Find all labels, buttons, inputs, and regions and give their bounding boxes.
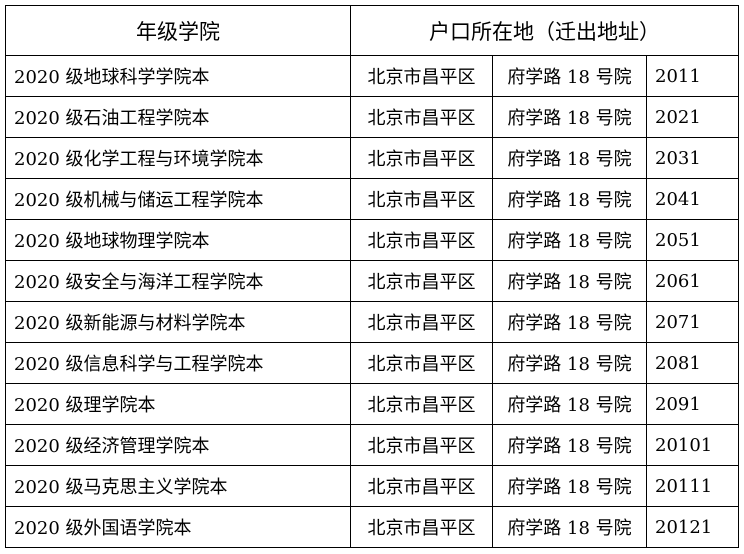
cell-district: 北京市昌平区 (350, 342, 493, 384)
cell-college: 2020 级化学工程与环境学院本 (5, 137, 351, 179)
table-row: 2020 级地球物理学院本 北京市昌平区 府学路 18 号院 2051 (5, 219, 740, 261)
cell-code: 2011 (645, 55, 740, 97)
cell-code: 2091 (645, 383, 740, 425)
table-row: 2020 级化学工程与环境学院本 北京市昌平区 府学路 18 号院 2031 (5, 137, 740, 179)
cell-street: 府学路 18 号院 (492, 465, 647, 507)
cell-college: 2020 级外国语学院本 (5, 506, 351, 548)
cell-district: 北京市昌平区 (350, 178, 493, 220)
cell-code: 2061 (645, 260, 740, 302)
cell-college: 2020 级信息科学与工程学院本 (5, 342, 351, 384)
table-row: 2020 级石油工程学院本 北京市昌平区 府学路 18 号院 2021 (5, 96, 740, 138)
cell-code: 20121 (645, 506, 740, 548)
cell-college: 2020 级地球物理学院本 (5, 219, 351, 261)
cell-street: 府学路 18 号院 (492, 342, 647, 384)
cell-code: 2021 (645, 96, 740, 138)
cell-district: 北京市昌平区 (350, 383, 493, 425)
cell-college: 2020 级马克思主义学院本 (5, 465, 351, 507)
cell-college: 2020 级地球科学学院本 (5, 55, 351, 97)
cell-district: 北京市昌平区 (350, 424, 493, 466)
cell-district: 北京市昌平区 (350, 260, 493, 302)
cell-code: 2031 (645, 137, 740, 179)
cell-district: 北京市昌平区 (350, 137, 493, 179)
table-row: 2020 级外国语学院本 北京市昌平区 府学路 18 号院 20121 (5, 506, 740, 548)
cell-code: 20101 (645, 424, 740, 466)
cell-district: 北京市昌平区 (350, 55, 493, 97)
cell-code: 2041 (645, 178, 740, 220)
cell-street: 府学路 18 号院 (492, 301, 647, 343)
table-row: 2020 级理学院本 北京市昌平区 府学路 18 号院 2091 (5, 383, 740, 425)
table-row: 2020 级马克思主义学院本 北京市昌平区 府学路 18 号院 20111 (5, 465, 740, 507)
table-row: 2020 级新能源与材料学院本 北京市昌平区 府学路 18 号院 2071 (5, 301, 740, 343)
table-row: 2020 级信息科学与工程学院本 北京市昌平区 府学路 18 号院 2081 (5, 342, 740, 384)
cell-street: 府学路 18 号院 (492, 383, 647, 425)
cell-college: 2020 级安全与海洋工程学院本 (5, 260, 351, 302)
cell-code: 2081 (645, 342, 740, 384)
table-body: 2020 级地球科学学院本 北京市昌平区 府学路 18 号院 2011 2020 级石油… (5, 55, 740, 548)
cell-street: 府学路 18 号院 (492, 55, 647, 97)
table-row: 2020 级地球科学学院本 北京市昌平区 府学路 18 号院 2011 (5, 55, 740, 97)
cell-district: 北京市昌平区 (350, 301, 493, 343)
cell-district: 北京市昌平区 (350, 96, 493, 138)
cell-college: 2020 级理学院本 (5, 383, 351, 425)
table-row: 2020 级安全与海洋工程学院本 北京市昌平区 府学路 18 号院 2061 (5, 260, 740, 302)
cell-college: 2020 级经济管理学院本 (5, 424, 351, 466)
cell-college: 2020 级机械与储运工程学院本 (5, 178, 351, 220)
cell-street: 府学路 18 号院 (492, 96, 647, 138)
cell-street: 府学路 18 号院 (492, 424, 647, 466)
cell-district: 北京市昌平区 (350, 465, 493, 507)
header-address: 户口所在地（迁出地址） (349, 5, 740, 56)
cell-code: 20111 (645, 465, 740, 507)
table-row: 2020 级机械与储运工程学院本 北京市昌平区 府学路 18 号院 2041 (5, 178, 740, 220)
cell-district: 北京市昌平区 (350, 219, 493, 261)
address-table: 年级学院 户口所在地（迁出地址） 2020 级地球科学学院本 北京市昌平区 府学路 … (5, 5, 740, 548)
header-row: 年级学院 户口所在地（迁出地址） (5, 5, 740, 56)
cell-street: 府学路 18 号院 (492, 178, 647, 220)
table-row: 2020 级经济管理学院本 北京市昌平区 府学路 18 号院 20101 (5, 424, 740, 466)
cell-street: 府学路 18 号院 (492, 137, 647, 179)
cell-code: 2051 (645, 219, 740, 261)
cell-street: 府学路 18 号院 (492, 219, 647, 261)
cell-college: 2020 级新能源与材料学院本 (5, 301, 351, 343)
cell-college: 2020 级石油工程学院本 (5, 96, 351, 138)
cell-code: 2071 (645, 301, 740, 343)
header-college: 年级学院 (5, 5, 351, 56)
cell-district: 北京市昌平区 (350, 506, 493, 548)
cell-street: 府学路 18 号院 (492, 260, 647, 302)
cell-street: 府学路 18 号院 (492, 506, 647, 548)
